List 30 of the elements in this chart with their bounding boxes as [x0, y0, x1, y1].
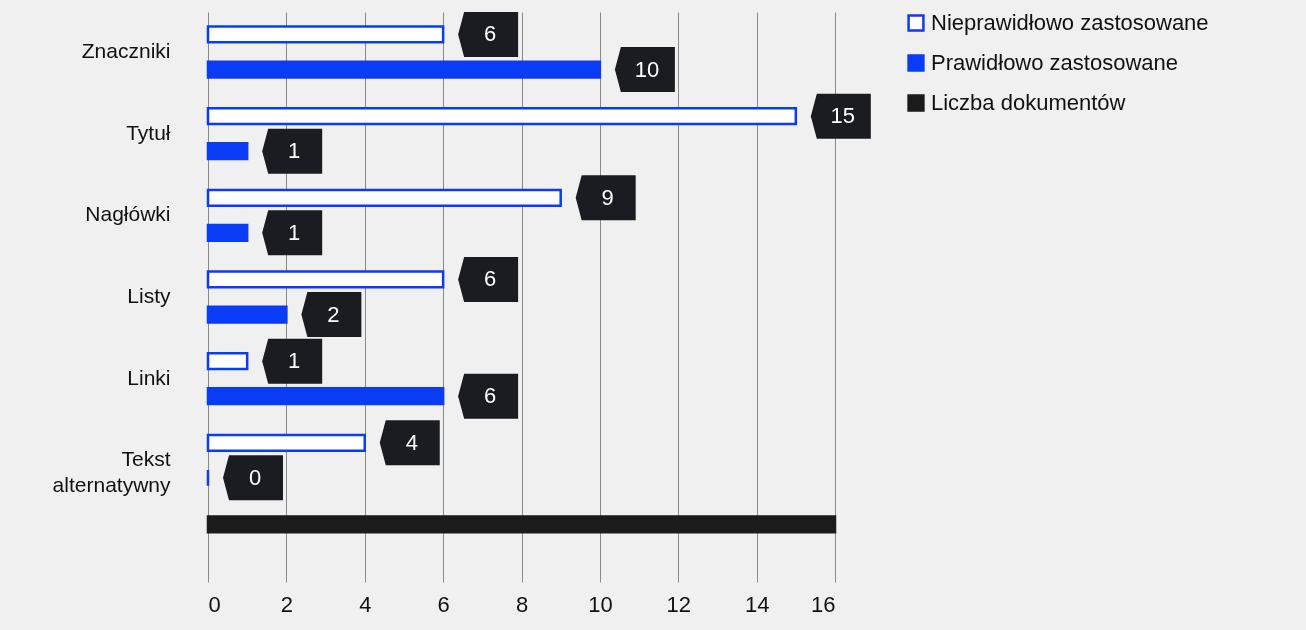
data-label: 1: [288, 138, 301, 164]
data-label: 6: [484, 21, 497, 47]
data-label: 1: [288, 219, 301, 245]
data-label: 2: [327, 301, 340, 327]
data-label: 15: [830, 103, 856, 129]
x-tick-label: 10: [588, 591, 613, 617]
x-tick-label: 8: [515, 591, 529, 617]
y-tick-label: Tekst alternatywny: [52, 447, 171, 497]
legend-label: Nieprawidłowo zastosowane: [931, 10, 1209, 35]
x-tick-label: 6: [437, 591, 450, 617]
legend-label: Liczba dokumentów: [931, 90, 1126, 115]
data-label: 4: [405, 429, 418, 455]
y-tick-label: Tytuł: [126, 120, 171, 144]
y-tick-label: Listy: [127, 284, 171, 307]
x-tick-label: 4: [359, 591, 372, 617]
x-tick-label: 2: [280, 591, 293, 617]
y-tick-label: Linki: [127, 365, 171, 389]
data-label: 1: [288, 348, 301, 374]
data-label: 10: [634, 56, 660, 82]
x-tick-label: 16: [811, 591, 836, 617]
y-tick-label: Nagłówki: [85, 202, 171, 226]
y-tick-label: Znaczniki: [81, 39, 171, 63]
x-tick-label: 0: [208, 591, 221, 617]
legend-label: Prawidłowo zastosowane: [931, 50, 1179, 75]
x-tick-label: 14: [744, 591, 770, 617]
data-label: 0: [248, 464, 262, 490]
x-tick-label: 12: [666, 591, 691, 617]
data-label: 6: [484, 383, 497, 409]
data-label: 9: [601, 184, 614, 210]
data-label: 6: [484, 266, 497, 292]
